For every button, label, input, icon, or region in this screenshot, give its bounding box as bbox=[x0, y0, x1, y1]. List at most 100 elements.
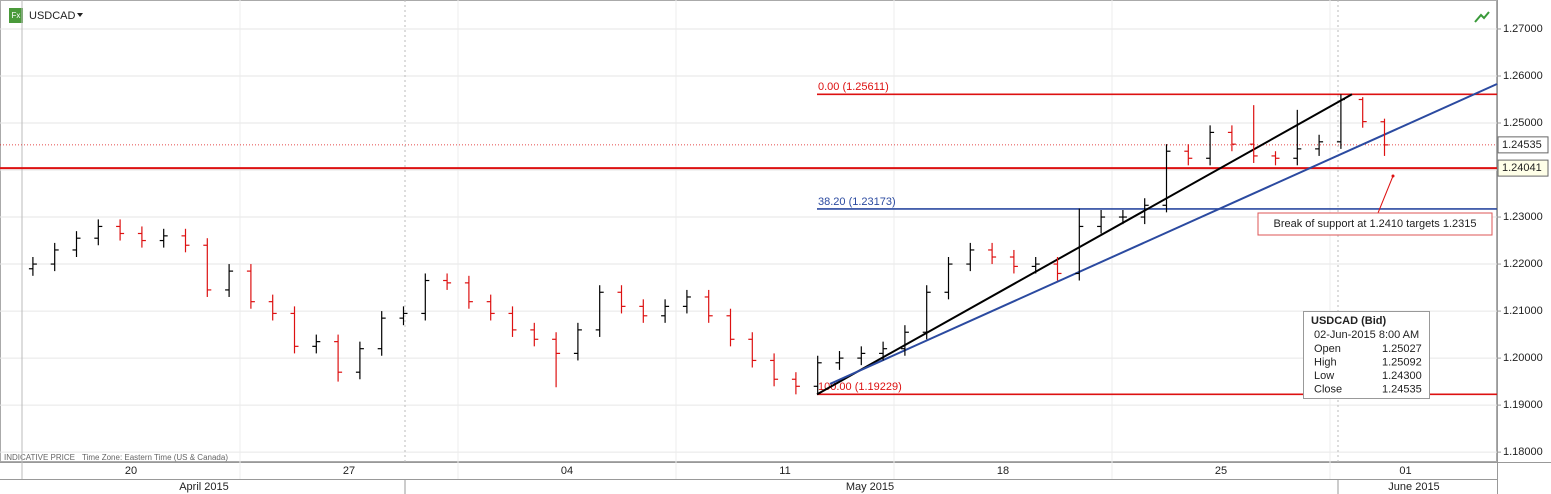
ohlc-bar bbox=[1075, 208, 1084, 281]
y-tick-label: 1.23000 bbox=[1503, 211, 1543, 223]
fib-label: 100.00 (1.19229) bbox=[818, 381, 902, 393]
ohlc-bar bbox=[1140, 198, 1149, 225]
ohlc-bar bbox=[1184, 144, 1193, 166]
week-label: 25 bbox=[1215, 465, 1227, 477]
dropdown-arrow[interactable] bbox=[77, 13, 83, 17]
tooltip-label: Low bbox=[1314, 370, 1334, 382]
ohlc-bar bbox=[312, 334, 321, 354]
ohlc-bar bbox=[181, 228, 190, 253]
ohlc-bar bbox=[573, 322, 582, 361]
ohlc-bar bbox=[1162, 144, 1171, 213]
ohlc-bar bbox=[661, 299, 670, 323]
ohlc-bar bbox=[377, 311, 386, 356]
support-price-box bbox=[1497, 159, 1549, 177]
ohlc-bar bbox=[72, 231, 81, 258]
ohlc-bar bbox=[1336, 94, 1345, 149]
tooltip-value: 1.24535 bbox=[1382, 383, 1422, 395]
time-zone: Time Zone: Eastern Time (US & Canada) bbox=[82, 453, 228, 462]
ohlc-bar bbox=[530, 322, 539, 347]
ohlc-bar bbox=[966, 242, 975, 272]
ohlc-bar bbox=[1358, 97, 1367, 128]
y-tick-label: 1.21000 bbox=[1503, 305, 1543, 317]
ohlc-bar bbox=[268, 294, 277, 321]
annotation-pointer bbox=[1377, 175, 1394, 214]
ohlc-bar bbox=[355, 341, 364, 380]
ohlc-bar bbox=[791, 372, 800, 395]
week-label: 18 bbox=[997, 465, 1009, 477]
ohlc-bar bbox=[486, 294, 495, 321]
ohlc-bar bbox=[246, 264, 255, 309]
chart-icon[interactable] bbox=[1474, 11, 1490, 23]
ohlc-bar bbox=[1249, 105, 1258, 163]
ohlc-bar bbox=[1271, 151, 1280, 166]
ohlc-bar bbox=[726, 308, 735, 347]
annotation-text: Break of support at 1.2410 targets 1.231… bbox=[1273, 218, 1476, 230]
last-price-box bbox=[1497, 136, 1549, 154]
y-tick-label: 1.19000 bbox=[1503, 399, 1543, 411]
tooltip-title: USDCAD (Bid) bbox=[1311, 315, 1386, 327]
ohlc-bar bbox=[225, 264, 234, 297]
annotation-dot bbox=[1391, 174, 1395, 178]
month-label: June 2015 bbox=[1388, 481, 1439, 493]
ohlc-bar bbox=[704, 289, 713, 323]
ohlc-bar bbox=[1315, 134, 1324, 156]
ohlc-bar bbox=[617, 285, 626, 314]
ohlc-bar bbox=[28, 257, 37, 276]
y-tick-label: 1.26000 bbox=[1503, 70, 1543, 82]
ohlc-bar bbox=[944, 257, 953, 300]
ohlc-bar bbox=[900, 325, 909, 356]
y-tick-label: 1.18000 bbox=[1503, 446, 1543, 458]
fib-label: 0.00 (1.25611) bbox=[818, 81, 889, 93]
price-note: INDICATIVE PRICE bbox=[4, 453, 75, 462]
ohlc-bar bbox=[137, 226, 146, 248]
ohlc-bar bbox=[203, 238, 212, 297]
tooltip-value: 1.24300 bbox=[1382, 370, 1422, 382]
symbol[interactable]: USDCAD bbox=[29, 10, 76, 22]
month-label: April 2015 bbox=[179, 481, 229, 493]
ohlc-bar bbox=[1227, 125, 1236, 152]
toolbar[interactable]: Fx USDCAD bbox=[9, 8, 83, 23]
fib-label: 38.20 (1.23173) bbox=[818, 196, 896, 208]
ohlc-bar bbox=[399, 306, 408, 326]
y-tick-label: 1.25000 bbox=[1503, 117, 1543, 129]
tooltip-value: 1.25027 bbox=[1382, 343, 1422, 355]
support-price-label: 1.24041 bbox=[1502, 162, 1542, 174]
icon-label: Fx bbox=[12, 11, 21, 20]
y-tick-label: 1.22000 bbox=[1503, 258, 1543, 270]
trendline bbox=[829, 83, 1498, 385]
ohlc-bar bbox=[813, 355, 822, 394]
ohlc-bar bbox=[464, 275, 473, 309]
ohlc-bar bbox=[1009, 249, 1018, 274]
week-label: 11 bbox=[779, 465, 790, 477]
week-label: 01 bbox=[1399, 465, 1411, 477]
ohlc-bar bbox=[1293, 109, 1302, 166]
ohlc-bar bbox=[988, 242, 997, 265]
ohlc-bar bbox=[639, 299, 648, 323]
y-tick-label: 1.20000 bbox=[1503, 352, 1543, 364]
ohlc-bar bbox=[1118, 209, 1127, 225]
ohlc-bar bbox=[879, 341, 888, 361]
ohlc-bar bbox=[1206, 125, 1215, 166]
trendline bbox=[816, 93, 1353, 396]
ohlc-bar bbox=[116, 219, 125, 241]
tooltip-label: Close bbox=[1314, 383, 1342, 395]
ohlc-bar bbox=[443, 273, 452, 290]
ohlc-bar bbox=[94, 219, 103, 246]
y-tick-label: 1.27000 bbox=[1503, 23, 1543, 35]
ohlc-bar bbox=[1031, 257, 1040, 274]
last-price-label: 1.24535 bbox=[1502, 139, 1542, 151]
week-label: 27 bbox=[343, 465, 355, 477]
week-label: 04 bbox=[561, 465, 573, 477]
ohlc-bar bbox=[748, 332, 757, 368]
tooltip-label: Open bbox=[1314, 343, 1341, 355]
ohlc-bar bbox=[770, 353, 779, 387]
tooltip-value: 1.25092 bbox=[1382, 356, 1422, 368]
week-label: 20 bbox=[125, 465, 137, 477]
ohlc-bar bbox=[334, 334, 343, 382]
ohlc-bar bbox=[1380, 118, 1389, 156]
ohlc-bar bbox=[922, 285, 931, 340]
ohlc-bar bbox=[857, 346, 866, 366]
ohlc-bar bbox=[552, 332, 561, 388]
